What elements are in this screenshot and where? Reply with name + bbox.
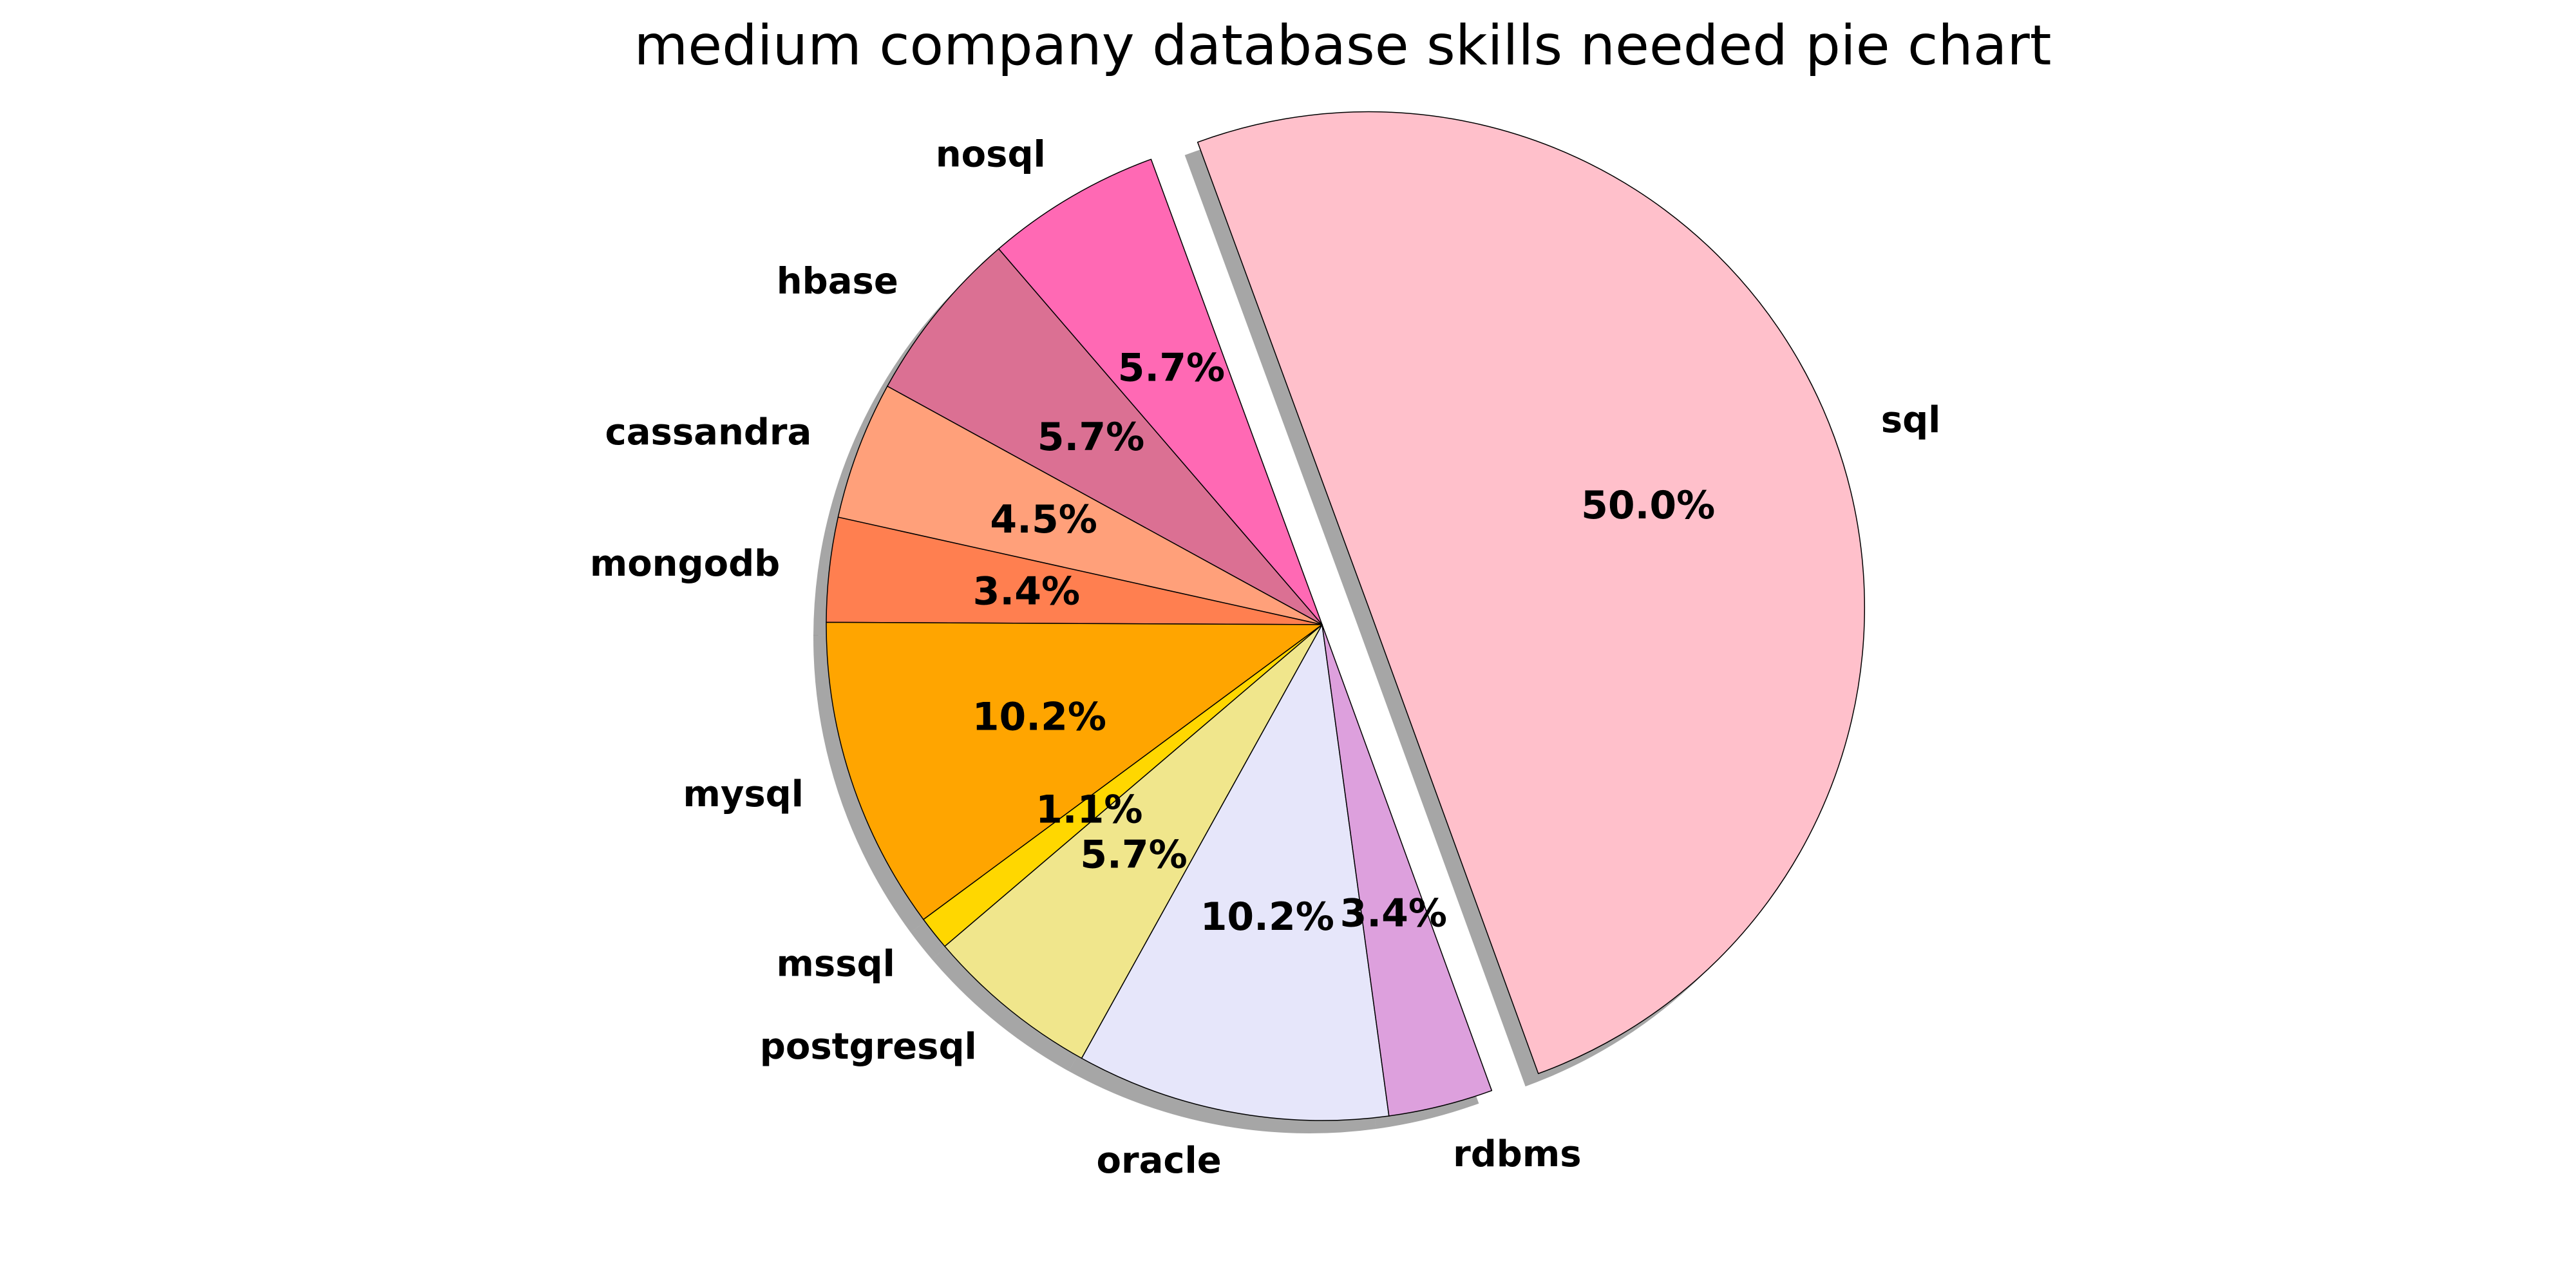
slice-label-cassandra: cassandra [605,411,812,453]
pie-labels: sql 50.0% nosql 5.7% hbase 5.7% cassandra 4.5% m… [590,133,1941,1182]
slice-label-mysql: mysql [683,773,803,815]
pie-slices [826,112,1864,1121]
pie-slice-postgresql [944,624,1323,1059]
pie-slice-cassandra [837,386,1323,625]
slice-label-rdbms: rdbms [1453,1133,1581,1175]
slice-percent-sql: 50.0% [1581,483,1715,528]
chart-title: medium company database skills needed pi… [634,14,2051,78]
slice-percent-postgresql: 5.7% [1080,833,1187,878]
slice-percent-nosql: 5.7% [1118,346,1225,391]
slice-percent-rdbms: 3.4% [1340,891,1447,936]
slice-label-sql: sql [1881,399,1941,441]
slice-label-nosql: nosql [936,133,1046,175]
slice-label-oracle: oracle [1096,1140,1221,1182]
slice-label-postgresql: postgresql [760,1026,977,1068]
slice-percent-mysql: 10.2% [972,695,1106,740]
pie-slice-mysql [826,621,1323,920]
slice-percent-mongodb: 3.4% [973,569,1080,614]
slice-label-mongodb: mongodb [590,543,780,585]
slice-percent-mssql: 1.1% [1036,787,1142,832]
slice-percent-oracle: 10.2% [1200,894,1334,940]
pie-slice-oracle [1081,624,1390,1121]
slice-percent-hbase: 5.7% [1037,415,1144,460]
pie-slice-hbase [887,248,1323,625]
pie-slice-sql [1198,112,1865,1074]
slice-percent-cassandra: 4.5% [990,497,1097,542]
pie-slice-nosql [998,158,1323,625]
pie-slice-rdbms [1321,624,1493,1117]
slice-label-hbase: hbase [777,260,898,302]
slice-label-mssql: mssql [777,943,895,985]
